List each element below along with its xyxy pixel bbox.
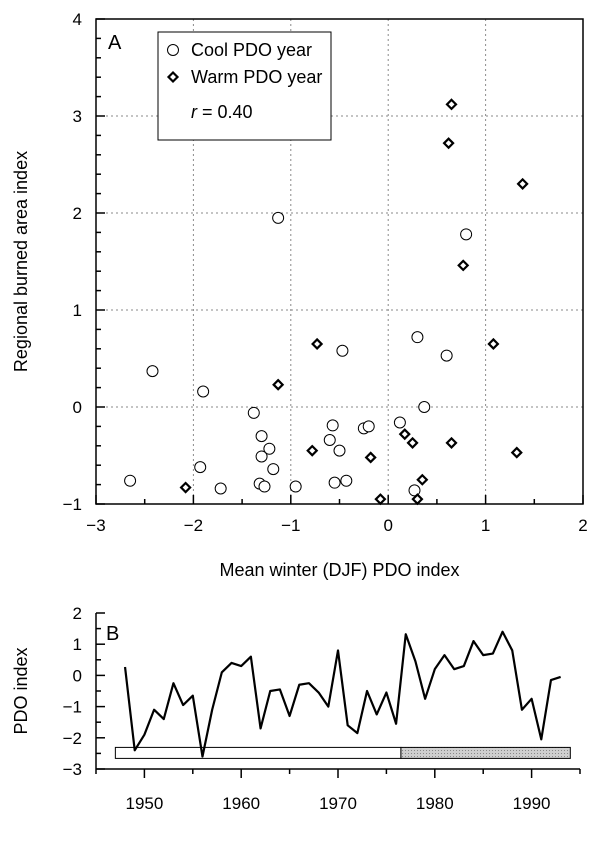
cool-pdo-point (197, 385, 210, 398)
panel-b-tick-labels: −3 −2 −1 0 1 2 1950 1960 1970 1980 1990 (63, 604, 551, 813)
legend-label-cool: Cool PDO year (191, 40, 312, 60)
panel-a-x-tick-label: 0 (383, 516, 392, 535)
cool-pdo-point (411, 331, 424, 344)
panel-b-y-tick-label: −1 (63, 698, 82, 717)
cool-pdo-point (289, 480, 302, 493)
panel-a-y-tick-label: 1 (73, 301, 82, 320)
cool-pdo-point (214, 482, 227, 495)
panel-a-y-axis-title: Regional burned area index (11, 151, 31, 372)
panel-a-x-axis-title: Mean winter (DJF) PDO index (219, 560, 459, 580)
panel-b-x-tick-label: 1960 (222, 794, 260, 813)
correlation-annotation: r = 0.40 (191, 102, 253, 122)
cool-pdo-point (255, 430, 268, 443)
panel-b-axes (95, 612, 581, 778)
warm-pdo-point (398, 428, 411, 441)
cool-pdo-point (258, 480, 271, 493)
panel-b-line: −3 −2 −1 0 1 2 1950 1960 1970 1980 1990 B PDO inde… (11, 604, 581, 813)
warm-pdo-point (272, 378, 285, 391)
warm-pdo-point (516, 177, 529, 190)
panel-a-x-tick-label: −2 (184, 516, 203, 535)
cool-pdo-point (336, 344, 349, 357)
legend-label-warm: Warm PDO year (191, 67, 322, 87)
panel-b-y-axis-title: PDO index (11, 647, 31, 734)
cool-pdo-point (340, 474, 353, 487)
legend-box (157, 31, 332, 141)
panel-b-x-tick-label: 1970 (319, 794, 357, 813)
warm-pdo-point (416, 473, 429, 486)
cool-pdo-point (326, 419, 339, 432)
panel-b-y-tick-label: 2 (73, 604, 82, 623)
panel-a-y-tick-label: 3 (73, 107, 82, 126)
cool-pdo-point (328, 476, 341, 489)
panel-a-points (124, 98, 529, 506)
panel-a-letter: A (108, 32, 122, 54)
warm-pdo-point (442, 137, 455, 150)
pdo-index-line (123, 630, 561, 758)
cool-pdo-point (393, 416, 406, 429)
panel-a-y-tick-label: 2 (73, 204, 82, 223)
panel-b-y-tick-label: −2 (63, 729, 82, 748)
cool-pdo-point (194, 461, 207, 474)
cool-pdo-point (323, 433, 336, 446)
cool-pdo-point (272, 211, 285, 224)
cool-pdo-point (247, 406, 260, 419)
panel-a-scatter: −3 −2 −1 0 1 2 −1 0 1 2 3 4 A Mean winter (DJF) PDO… (11, 10, 588, 580)
legend-circle-marker-icon (167, 44, 179, 56)
warm-pdo-point (487, 337, 500, 351)
panel-a-y-tick-label: 0 (73, 398, 82, 417)
panel-b-y-tick-label: 0 (73, 666, 82, 685)
warm-pdo-point (457, 259, 470, 272)
panel-a-x-tick-label: −1 (281, 516, 300, 535)
legend-diamond-marker-icon (166, 70, 180, 84)
warm-pdo-point (311, 337, 324, 351)
cool-pdo-point (255, 450, 268, 463)
panel-b-regime-bar (114, 746, 571, 759)
cool-pdo-point (146, 365, 159, 378)
panel-a-x-tick-label: 1 (481, 516, 490, 535)
cool-pdo-point (418, 401, 431, 413)
panel-a-y-tick-label: 4 (73, 10, 82, 29)
panel-a-ticks (95, 18, 584, 505)
panel-b-x-tick-label: 1990 (513, 794, 551, 813)
cool-pdo-point (440, 349, 453, 362)
panel-b-x-tick-label: 1980 (416, 794, 454, 813)
panel-b-x-tick-label: 1950 (125, 794, 163, 813)
cool-pdo-point (263, 442, 276, 455)
cool-regime-segment (114, 746, 402, 759)
warm-pdo-point (445, 436, 458, 449)
cool-pdo-point (267, 463, 280, 476)
warm-pdo-point (306, 444, 319, 457)
warm-pdo-point (179, 481, 192, 494)
panel-a-x-tick-label: 2 (578, 516, 587, 535)
warm-pdo-point (374, 493, 387, 506)
cool-pdo-point (408, 484, 421, 497)
warm-pdo-point (411, 493, 424, 506)
panel-a-legend: Cool PDO year Warm PDO year r = 0.40 (157, 31, 332, 141)
panel-a-y-tick-label: −1 (63, 495, 82, 514)
panel-b-letter: B (106, 623, 119, 645)
warm-pdo-point (510, 446, 523, 459)
warm-pdo-point (445, 98, 458, 111)
correlation-value: = 0.40 (197, 102, 253, 122)
warm-regime-segment (400, 746, 571, 759)
panel-b-y-tick-label: −3 (63, 760, 82, 779)
warm-pdo-point (364, 451, 377, 464)
cool-pdo-point (362, 420, 375, 433)
correlation-symbol: r (191, 102, 198, 122)
panel-a-tick-labels: −3 −2 −1 0 1 2 −1 0 1 2 3 4 (63, 10, 588, 535)
warm-pdo-point (406, 436, 419, 449)
cool-pdo-point (124, 474, 137, 487)
cool-pdo-point (333, 444, 346, 457)
panel-b-y-tick-label: 1 (73, 635, 82, 654)
cool-pdo-point (460, 228, 473, 241)
panel-a-x-tick-label: −3 (86, 516, 105, 535)
